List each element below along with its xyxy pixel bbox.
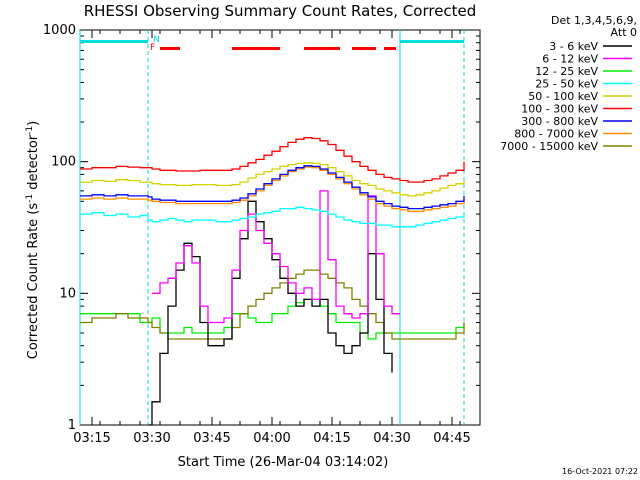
series-line-green (80, 298, 465, 340)
legend-label: 300 - 800 keV (521, 115, 598, 128)
legend-label: 7000 - 15000 keV (500, 140, 598, 153)
x-tick-label: 04:45 (433, 431, 470, 446)
flag-f: F (150, 43, 155, 53)
timestamp: 16-Oct-2021 07:22 (562, 467, 638, 476)
legend-label: 25 - 50 keV (535, 78, 598, 91)
flag-n: N (153, 35, 160, 45)
series-line-blue (80, 165, 465, 210)
legend-label: 6 - 12 keV (542, 53, 598, 66)
x-tick-label: 03:45 (193, 431, 230, 446)
saa-bar (352, 47, 376, 50)
y-tick-label: 100 (51, 155, 76, 170)
legend-label: 50 - 100 keV (528, 90, 598, 103)
plot-area: 1 10 100 1000 03:15 03:30 03:45 04:00 04:15 04:30… (43, 23, 481, 446)
night-bar (400, 40, 464, 43)
series-line-olive (80, 269, 465, 340)
x-tick-label: 04:15 (313, 431, 350, 446)
night-bar (80, 40, 148, 43)
x-tick-label: 04:30 (373, 431, 410, 446)
chart-title: RHESSI Observing Summary Count Rates, Co… (84, 2, 477, 20)
saa-bar (304, 47, 340, 50)
y-axis-label: Corrected Count Rate (s-1 detector-1) (25, 121, 41, 359)
series-line-yellow (80, 162, 465, 197)
legend-label: 800 - 7000 keV (514, 128, 598, 141)
saa-bar (160, 47, 180, 50)
saa-bar (384, 47, 396, 50)
series-line-red (80, 137, 465, 183)
y-tick-label: 1000 (43, 23, 76, 38)
y-tick-label: 10 (59, 286, 76, 301)
plot-frame (79, 29, 481, 426)
x-tick-label: 03:30 (133, 431, 170, 446)
series-line-cyan (80, 206, 465, 228)
x-axis-label: Start Time (26-Mar-04 03:14:02) (178, 455, 389, 470)
legend-label: 100 - 300 keV (521, 103, 598, 116)
legend-label: 3 - 6 keV (549, 40, 598, 53)
y-tick-label: 1 (68, 418, 76, 433)
x-tick-label: 03:15 (73, 431, 110, 446)
series-line-orange (80, 166, 465, 212)
legend-header-2: Att 0 (611, 26, 637, 39)
legend-header-1: Det 1,3,4,5,6,9, (551, 14, 637, 27)
x-tick-label: 04:00 (253, 431, 290, 446)
legend-label: 12 - 25 keV (535, 65, 598, 78)
series-line-magenta (152, 190, 400, 324)
series-line-black (148, 200, 393, 426)
saa-bar (232, 47, 280, 50)
